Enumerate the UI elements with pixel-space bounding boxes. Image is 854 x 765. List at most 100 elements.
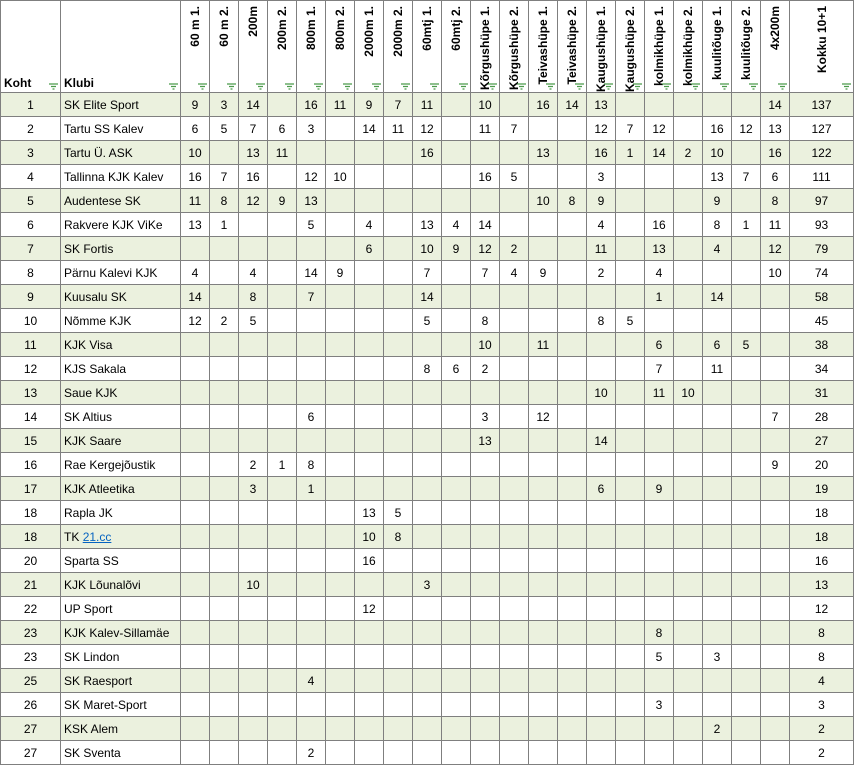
- event-header: kolmikhüpe 1.: [644, 0, 674, 93]
- points-cell: 2: [673, 140, 703, 165]
- event-header: 800m 1.: [296, 0, 326, 93]
- filter-icon[interactable]: [662, 83, 671, 90]
- filter-icon[interactable]: [430, 83, 439, 90]
- points-cell: [615, 572, 645, 597]
- points-cell: 13: [586, 92, 616, 117]
- row: 7 SK Fortis 6 10 9 12 2 11 13 4 12 79: [0, 236, 854, 261]
- points-cell: [615, 284, 645, 309]
- points-cell: [325, 428, 355, 453]
- points-cell: [441, 620, 471, 645]
- points-cell: [731, 356, 761, 381]
- points-cell: [470, 524, 500, 549]
- points-cell: [615, 476, 645, 501]
- points-cell: [441, 380, 471, 405]
- filter-icon[interactable]: [285, 83, 294, 90]
- points-cell: [296, 716, 326, 741]
- total-cell: 18: [789, 524, 854, 549]
- points-cell: [499, 500, 529, 525]
- points-cell: [238, 644, 268, 669]
- points-cell: [557, 740, 587, 765]
- koht-cell: 25: [0, 668, 61, 693]
- points-cell: [731, 92, 761, 117]
- points-cell: [528, 548, 558, 573]
- filter-icon[interactable]: [517, 83, 526, 90]
- points-cell: 11: [180, 188, 210, 213]
- filter-icon[interactable]: [842, 83, 851, 90]
- points-cell: 11: [644, 380, 674, 405]
- points-cell: [673, 404, 703, 429]
- points-cell: 14: [702, 284, 732, 309]
- points-cell: [528, 428, 558, 453]
- points-cell: [673, 260, 703, 285]
- points-cell: [267, 740, 297, 765]
- filter-icon[interactable]: [720, 83, 729, 90]
- points-cell: 8: [702, 212, 732, 237]
- filter-icon[interactable]: [749, 83, 758, 90]
- klubi-cell: SK Sventa: [60, 740, 181, 765]
- filter-icon[interactable]: [169, 83, 178, 90]
- filter-icon[interactable]: [227, 83, 236, 90]
- filter-icon[interactable]: [372, 83, 381, 90]
- points-cell: 12: [586, 116, 616, 141]
- total-cell: 19: [789, 476, 854, 501]
- points-cell: [209, 476, 239, 501]
- filter-icon[interactable]: [691, 83, 700, 90]
- klubi-link[interactable]: 21.cc: [82, 529, 112, 544]
- points-cell: [615, 332, 645, 357]
- total-cell: 13: [789, 572, 854, 597]
- points-cell: [731, 140, 761, 165]
- points-cell: 6: [180, 116, 210, 141]
- klubi-cell: KSK Alem: [60, 716, 181, 741]
- klubi-cell: SK Elite Sport: [60, 92, 181, 117]
- event-header: 2000m 1.: [354, 0, 384, 93]
- filter-icon[interactable]: [633, 83, 642, 90]
- row: 12 KJS Sakala 8 6 2 7 11 34: [0, 356, 854, 381]
- points-cell: 9: [354, 92, 384, 117]
- points-cell: [296, 236, 326, 261]
- filter-icon[interactable]: [256, 83, 265, 90]
- total-cell: 8: [789, 620, 854, 645]
- koht-cell: 11: [0, 332, 61, 357]
- filter-icon[interactable]: [343, 83, 352, 90]
- header-text: Koht: [4, 76, 32, 90]
- filter-icon[interactable]: [401, 83, 410, 90]
- points-cell: [470, 452, 500, 477]
- points-cell: [673, 428, 703, 453]
- row: 6 Rakvere KJK ViKe 13 1 5 4 13 4 14 4 16 8 1 11 93: [0, 212, 854, 237]
- points-cell: [760, 524, 790, 549]
- points-cell: 11: [412, 92, 442, 117]
- points-cell: 7: [238, 116, 268, 141]
- points-cell: [760, 644, 790, 669]
- points-cell: [528, 692, 558, 717]
- points-cell: 13: [760, 116, 790, 141]
- points-cell: [528, 164, 558, 189]
- row: 2 Tartu SS Kalev 6 5 7 6 3 14 11 12 11 7 12 7 12 16 12 13…: [0, 116, 854, 141]
- points-cell: [528, 572, 558, 597]
- points-cell: [528, 620, 558, 645]
- filter-icon[interactable]: [459, 83, 468, 90]
- points-cell: [528, 668, 558, 693]
- points-cell: [383, 572, 413, 597]
- points-cell: 4: [499, 260, 529, 285]
- points-cell: 8: [470, 308, 500, 333]
- points-cell: 1: [267, 452, 297, 477]
- points-cell: [180, 500, 210, 525]
- total-cell: 74: [789, 260, 854, 285]
- event-header: 200m 2.: [267, 0, 297, 93]
- points-cell: 12: [470, 236, 500, 261]
- points-cell: 7: [209, 164, 239, 189]
- points-cell: 3: [412, 572, 442, 597]
- filter-icon[interactable]: [488, 83, 497, 90]
- filter-icon[interactable]: [198, 83, 207, 90]
- filter-icon[interactable]: [778, 83, 787, 90]
- points-cell: [760, 356, 790, 381]
- points-cell: 12: [731, 116, 761, 141]
- filter-icon[interactable]: [604, 83, 613, 90]
- filter-icon[interactable]: [49, 83, 58, 90]
- filter-icon[interactable]: [546, 83, 555, 90]
- points-cell: [441, 596, 471, 621]
- points-cell: [180, 476, 210, 501]
- filter-icon[interactable]: [575, 83, 584, 90]
- filter-icon[interactable]: [314, 83, 323, 90]
- points-cell: [615, 644, 645, 669]
